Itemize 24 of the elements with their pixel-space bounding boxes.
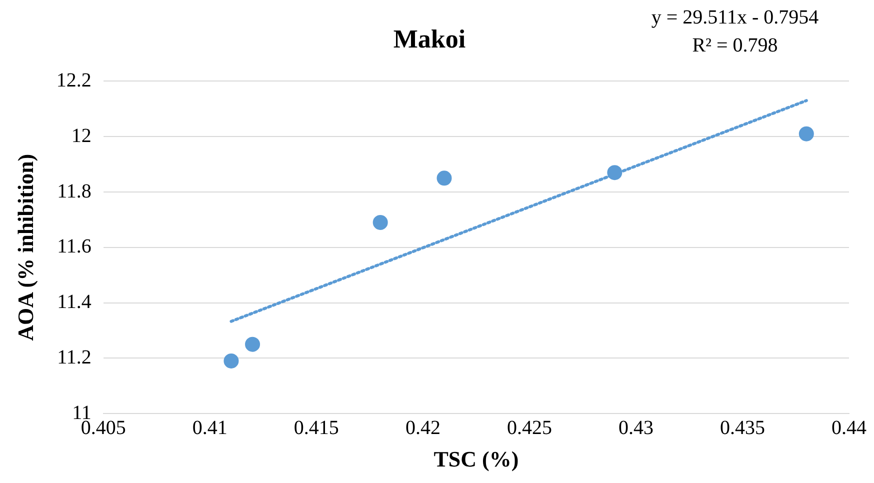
x-axis-title: TSC (%) (434, 446, 519, 472)
point (372, 214, 388, 230)
x-tick-label: 0.415 (294, 416, 339, 439)
text: y = 29.511x - 0.7954 (651, 6, 819, 28)
x-tick-label: 0.425 (506, 416, 552, 439)
point (245, 336, 260, 352)
text: R² = 0.798 (692, 34, 778, 56)
y-tick-label: 12.2 (56, 69, 92, 92)
y-axis-title: AOA (% inhibition) (12, 154, 38, 341)
point (224, 353, 239, 368)
y-tick-label: 11.6 (57, 236, 92, 258)
chart-title: Makoi (393, 24, 466, 54)
y-tick-label: 11.4 (57, 291, 92, 314)
point (607, 165, 622, 180)
x-tick-label: 0.41 (192, 416, 228, 439)
y-tick-label: 11.2 (57, 346, 92, 368)
y-tick-label: 12 (71, 124, 92, 147)
x-tick-label: 0.43 (618, 416, 654, 439)
point (798, 126, 814, 142)
x-tick-label: 0.42 (405, 416, 440, 439)
x-tick-label: 0.44 (832, 416, 866, 439)
point (436, 170, 452, 186)
x-tick-label: 0.435 (720, 416, 765, 439)
y-tick-label: 11.8 (57, 180, 92, 202)
